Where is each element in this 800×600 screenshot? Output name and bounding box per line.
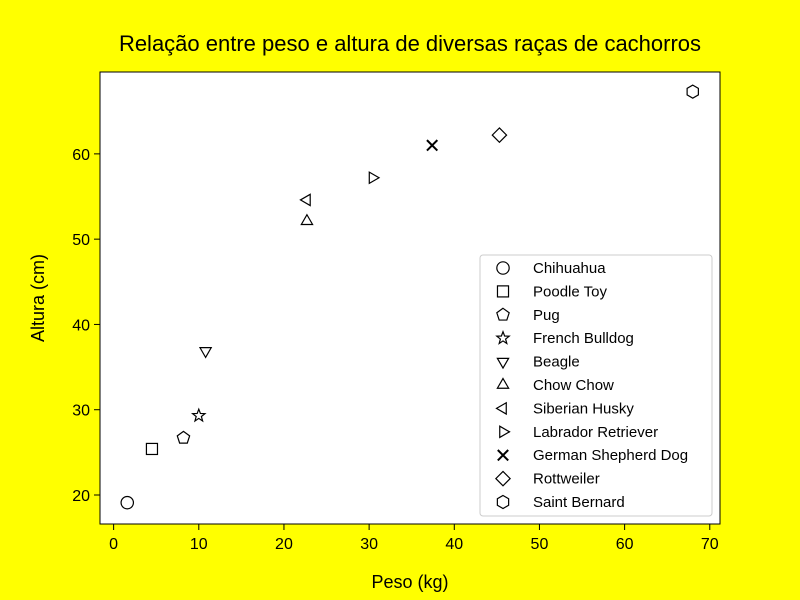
legend-items: Chihuahua Poodle Toy Pug French Bulldog Beag… [495,260,688,511]
data-point [686,84,699,99]
data-point [198,347,213,359]
data-point [491,127,508,144]
legend-label: Beagle [533,354,580,371]
legend-marker [496,285,510,298]
data-point [426,139,439,152]
y-tick-label: 30 [72,403,90,420]
legend-marker [496,357,510,370]
data-point [145,442,159,456]
legend: Chihuahua Poodle Toy Pug French Bulldog Beag… [479,254,713,517]
y-tick-label: 40 [72,317,90,334]
legend-label: German Shepherd Dog [533,447,688,464]
x-tick-label: 0 [109,536,118,553]
x-axis-label: Peso (kg) [371,572,448,592]
legend-marker [495,329,511,345]
legend-marker [496,307,510,321]
legend-label: Pug [533,307,560,324]
legend-marker [495,470,511,487]
legend-label: Chow Chow [533,377,614,394]
y-tick-label: 20 [72,488,90,505]
legend-label: Labrador Retriever [533,424,658,441]
legend-marker [495,401,507,416]
legend-marker [499,425,511,439]
y-axis-label: Altura (cm) [28,254,48,342]
legend-label: Chihuahua [533,260,606,277]
legend-label: French Bulldog [533,330,634,347]
data-point [176,430,191,444]
y-tick-label: 50 [72,232,90,249]
x-tick-label: 20 [275,536,293,553]
legend-label: Poodle Toy [533,283,607,300]
x-tick-label: 10 [190,536,208,553]
legend-label: Rottweiler [533,471,600,488]
x-tick-label: 40 [445,536,463,553]
x-tick-label: 70 [701,536,719,553]
legend-label: Saint Bernard [533,494,625,511]
legend-marker [496,261,510,275]
data-point [120,495,135,510]
legend-marker [496,494,510,510]
data-points [120,84,699,510]
data-point [300,213,314,226]
y-tick-label: 60 [72,147,90,164]
data-point [190,407,207,423]
legend-marker [497,449,509,462]
chart-title: Relação entre peso e altura de diversas … [119,31,701,56]
x-tick-label: 50 [531,536,549,553]
data-point [299,193,311,207]
legend-label: Siberian Husky [533,400,634,417]
x-tick-label: 60 [616,536,634,553]
x-tick-label: 30 [360,536,378,553]
legend-box [479,254,713,517]
y-axis-ticks: 20 30 40 50 60 [72,147,100,505]
legend-marker [496,377,510,389]
x-axis-ticks: 0 10 20 30 40 50 60 70 [109,524,719,553]
data-point [368,171,381,185]
